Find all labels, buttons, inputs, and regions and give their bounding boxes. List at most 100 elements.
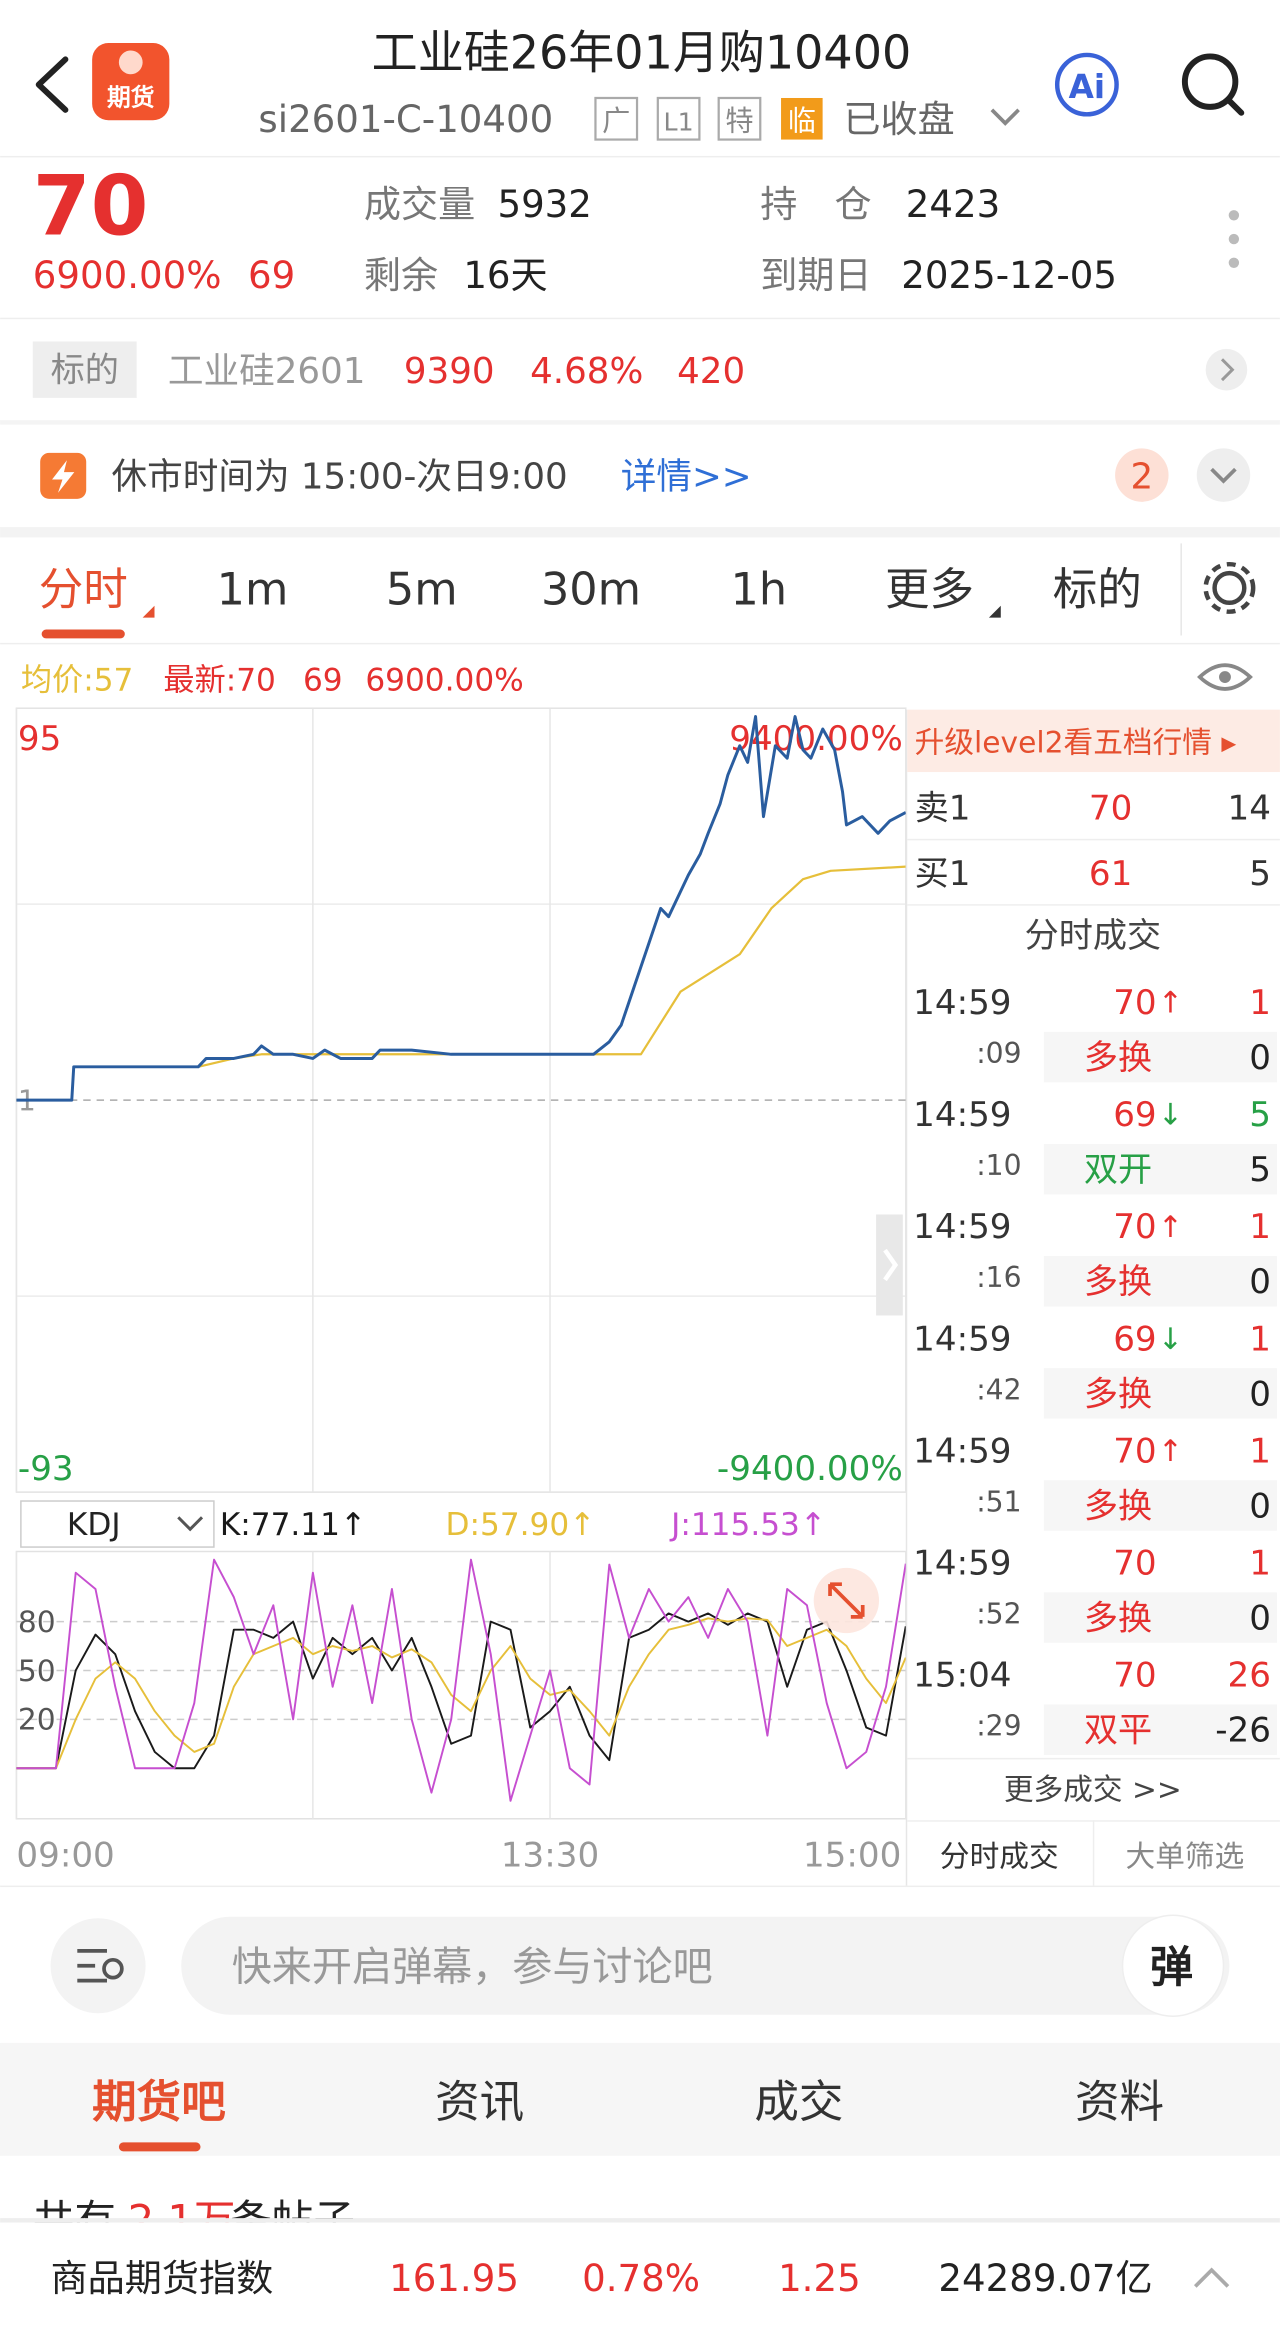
- search-button[interactable]: [1181, 53, 1239, 110]
- underlying-badge: [32, 341, 137, 398]
- notice-link[interactable]: 详情>>: [621, 456, 752, 497]
- indicator-select[interactable]: [20, 1500, 215, 1548]
- bottom-tab[interactable]: 资讯: [435, 2076, 524, 2128]
- period-tab[interactable]: 1h: [730, 563, 787, 615]
- ai-button[interactable]: [1054, 52, 1119, 117]
- trade-second: :52: [976, 1598, 1021, 1631]
- trade-type-bg: [1043, 1368, 1277, 1419]
- ticker-change: 1.25: [778, 2257, 861, 2300]
- underlying-arrow[interactable]: [1205, 348, 1248, 391]
- underlying-name[interactable]: 工业硅2601: [168, 351, 366, 392]
- settings-button[interactable]: [1212, 570, 1247, 606]
- badge[interactable]: [1115, 448, 1169, 502]
- status-chevron[interactable]: [990, 108, 1020, 126]
- ticker-name: 商品期货指数: [51, 2257, 274, 2300]
- series-line: [16, 1617, 907, 1770]
- trade-type-bg: [1043, 1704, 1277, 1755]
- legend-k: K:77.11↑: [220, 1507, 366, 1543]
- ticker-shadow: [0, 2218, 1280, 2223]
- chevron: [1220, 358, 1235, 382]
- bottom-tab-bar: [0, 2042, 1280, 2156]
- trade-time: 14:59: [913, 1544, 1011, 1584]
- trade-type-bg: [1043, 1031, 1277, 1083]
- tag-box: [594, 96, 639, 141]
- trade-price: 69: [1113, 1095, 1156, 1135]
- y-tick-label: 80: [18, 1605, 56, 1640]
- trade-second: :16: [976, 1261, 1021, 1294]
- x-tick-label: 13:30: [501, 1835, 599, 1875]
- underlying-change-pct: 4.68%: [530, 351, 643, 392]
- panel-tab[interactable]: 分时成交: [940, 1839, 1059, 1874]
- trade-second: :51: [976, 1485, 1021, 1518]
- trade-type: 双开: [1084, 1150, 1152, 1190]
- chevron: [177, 1516, 204, 1532]
- trade-oi: 0: [1249, 1374, 1271, 1414]
- bottom-tab[interactable]: 资料: [1075, 2076, 1164, 2128]
- series-line: [16, 1612, 907, 1770]
- more-dot[interactable]: [1228, 257, 1240, 268]
- lightning: [52, 460, 75, 493]
- underlying-label: 标的: [51, 351, 119, 391]
- label: 持 仓: [760, 183, 871, 226]
- series-line: [16, 1558, 907, 1802]
- trade-oi: 5: [1249, 1150, 1271, 1190]
- period-tab[interactable]: 5m: [386, 563, 458, 615]
- label: 成交量: [364, 183, 475, 226]
- trade-oi: 0: [1249, 1598, 1271, 1638]
- back-button[interactable]: [35, 56, 69, 113]
- period-tab[interactable]: 30m: [541, 563, 641, 615]
- more-trades[interactable]: 更多成交 >>: [1004, 1772, 1182, 1807]
- bottom-tab[interactable]: 成交: [754, 2076, 843, 2128]
- trade-type-bg: [1043, 1256, 1277, 1307]
- trade-second: :10: [976, 1149, 1021, 1182]
- eye-button[interactable]: [1197, 663, 1253, 691]
- more-dot[interactable]: [1228, 233, 1240, 245]
- period-tab[interactable]: 1m: [217, 563, 289, 615]
- trade-price: 70: [1113, 1656, 1156, 1696]
- ticker-chevron[interactable]: [1193, 2267, 1230, 2288]
- trade-qty: 1: [1249, 1319, 1271, 1359]
- expand-button[interactable]: [1196, 448, 1251, 502]
- trade-oi: -26: [1215, 1711, 1271, 1751]
- bottom-tab[interactable]: 期货吧: [92, 2076, 226, 2128]
- divider: [0, 155, 1280, 158]
- ticker-bar[interactable]: [0, 2222, 1280, 2328]
- more-dot[interactable]: [1228, 210, 1240, 221]
- panel-handle[interactable]: [876, 1214, 903, 1316]
- level2-banner[interactable]: [907, 709, 1280, 773]
- trade-price: 69: [1113, 1319, 1156, 1359]
- underlying-change: 420: [677, 351, 745, 392]
- comment-placeholder: 快来开启弹幕，参与讨论吧: [232, 1945, 713, 1991]
- eye-pupil: [1219, 671, 1231, 683]
- settings-gear: [1203, 561, 1256, 614]
- book-price: 61: [1089, 854, 1132, 894]
- level2-text: 升级level2看五档行情 ▸: [915, 726, 1237, 761]
- divider: [907, 1757, 1280, 1760]
- comment-input[interactable]: [181, 1916, 1230, 2015]
- divider: [0, 420, 1280, 425]
- y-tick-label: 50: [18, 1654, 56, 1689]
- logo: [92, 43, 170, 121]
- change-pct: 6900.00%: [33, 254, 222, 297]
- danmu-toggle[interactable]: [50, 1918, 146, 2014]
- trade-time: 15:04: [913, 1656, 1011, 1696]
- trade-arrow: ↑: [1158, 1210, 1183, 1245]
- divider: [907, 838, 1280, 841]
- period-tab[interactable]: 标的: [1053, 563, 1142, 615]
- ticker-amount: 24289.07亿: [938, 2257, 1152, 2300]
- danmu-button[interactable]: [1121, 1914, 1225, 2017]
- panel-tab[interactable]: 大单筛选: [1126, 1839, 1245, 1874]
- period-tab[interactable]: 分时: [39, 563, 128, 615]
- book-volume: 5: [1249, 854, 1271, 894]
- tab-underline: [118, 2142, 201, 2152]
- last-price: 70: [33, 158, 149, 255]
- panel-divider: [905, 709, 908, 1886]
- trade-type-bg: [1043, 1480, 1277, 1531]
- trade-type: 多换: [1084, 1598, 1152, 1638]
- trade-type: 多换: [1084, 1262, 1152, 1302]
- period-tab[interactable]: 更多: [885, 563, 974, 615]
- chart-layer: 09:00 13:30 15:00951-939400.00%-9400.00%20…: [15, 708, 907, 1875]
- trade-qty: 1: [1249, 983, 1271, 1023]
